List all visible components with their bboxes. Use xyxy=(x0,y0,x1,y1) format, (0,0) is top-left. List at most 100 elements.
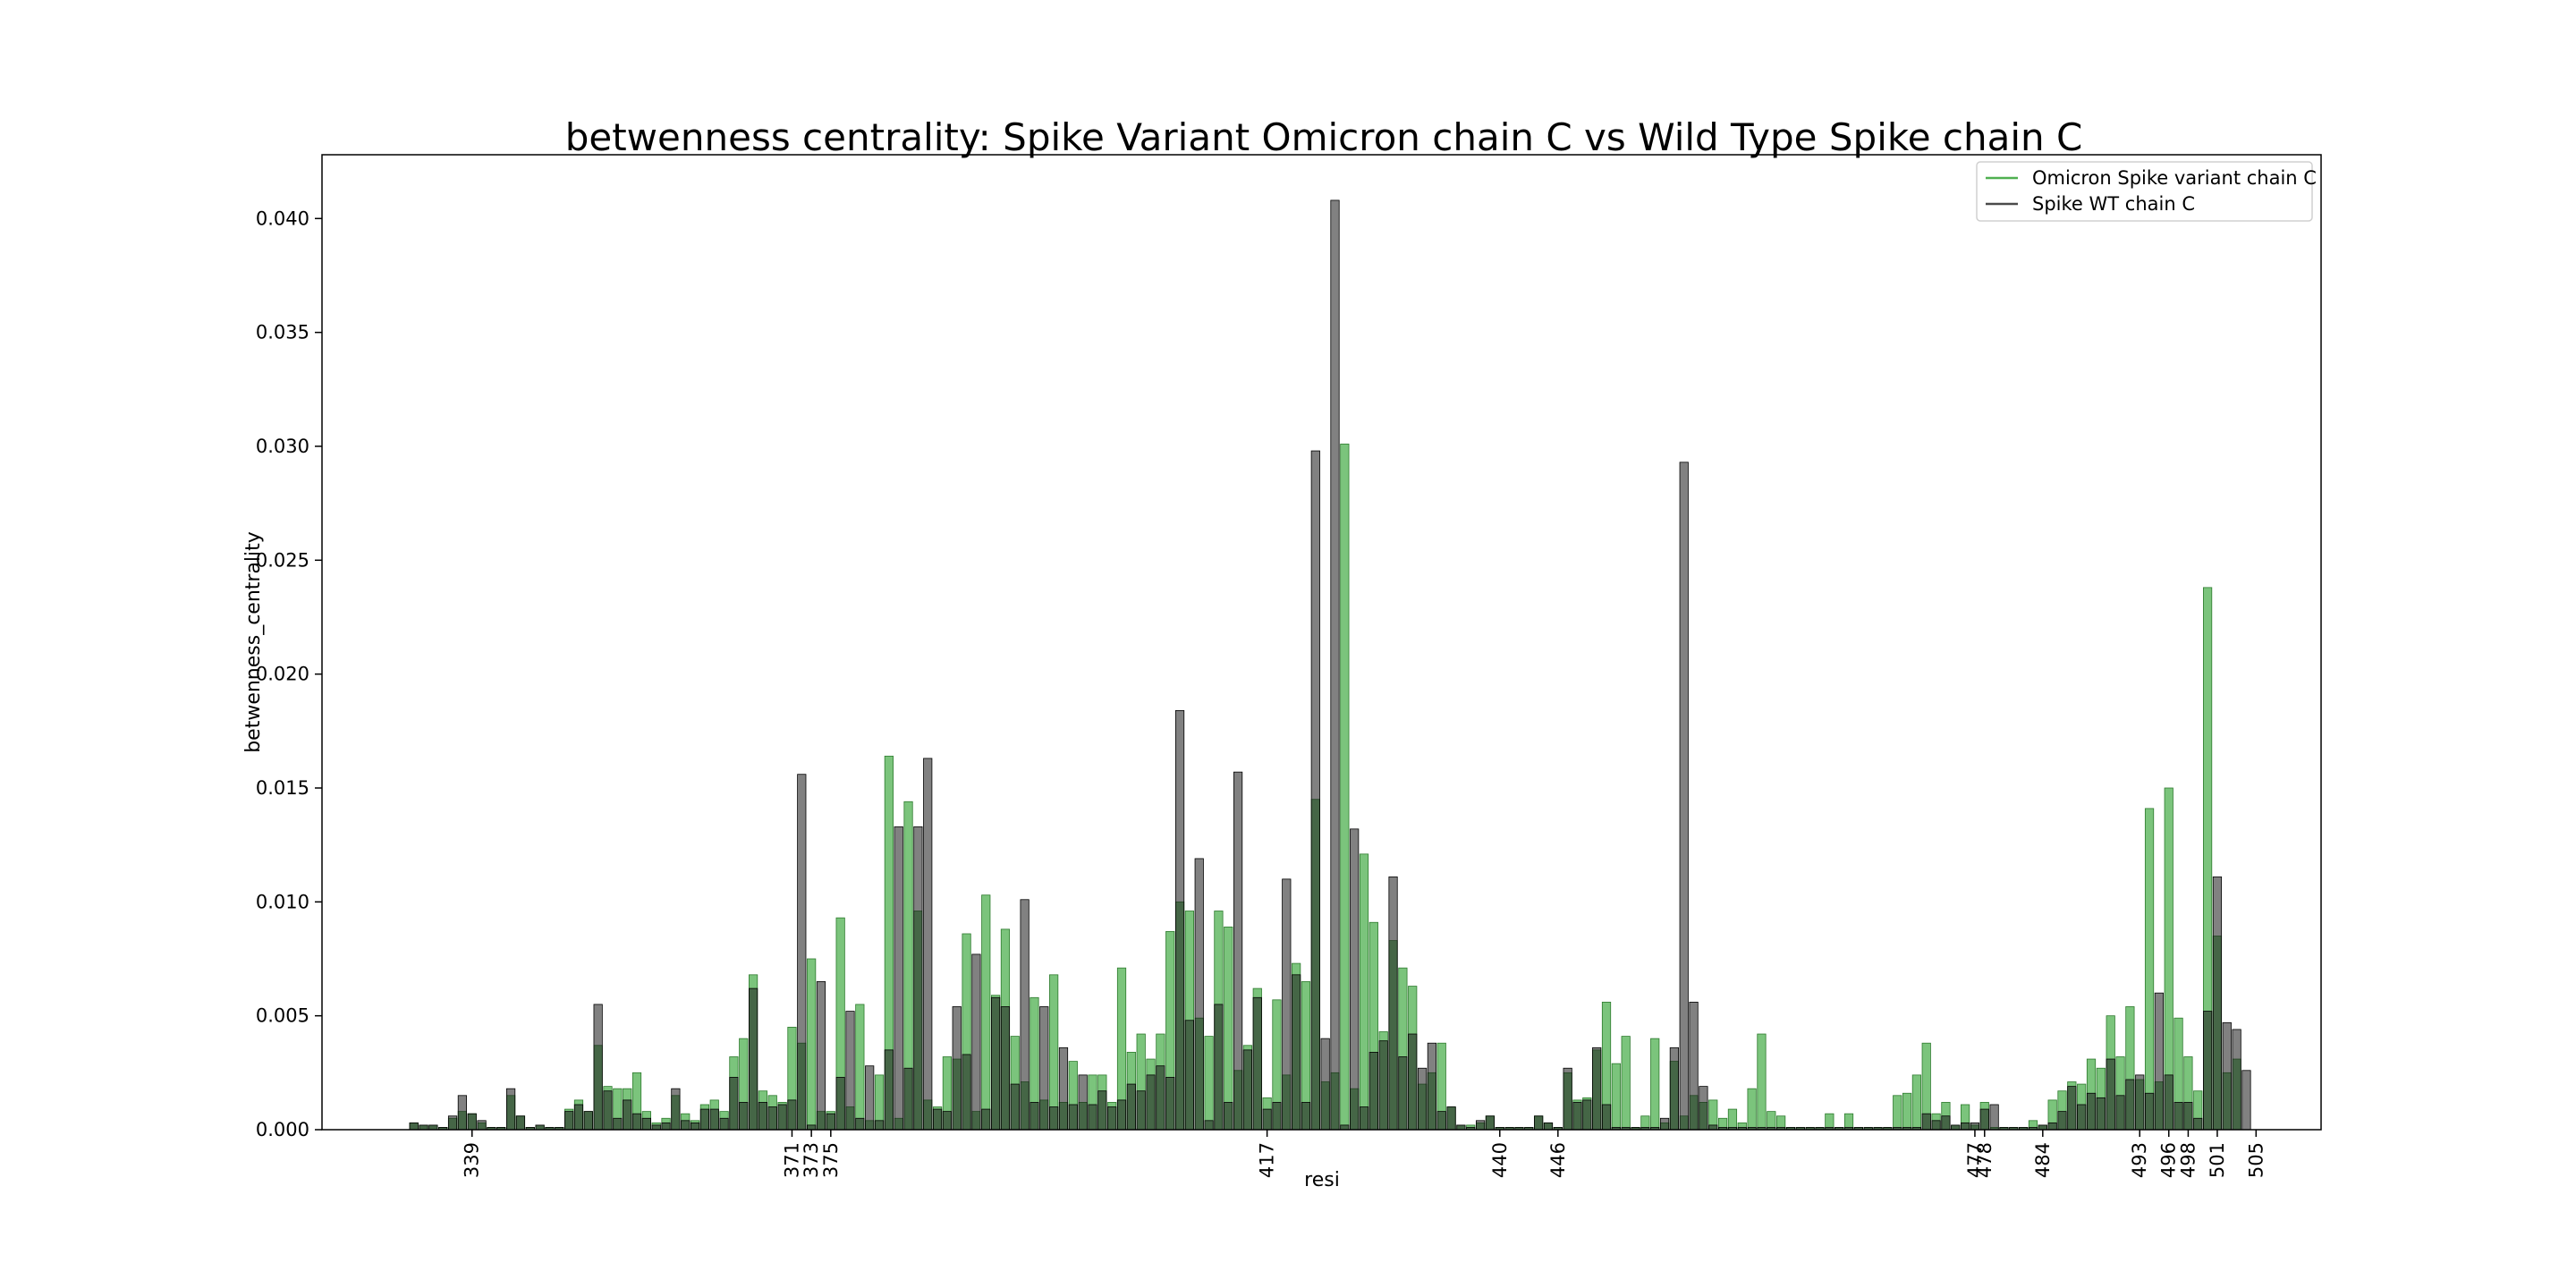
bar-wt xyxy=(583,1111,593,1131)
bar-wt xyxy=(613,1117,623,1131)
bar-wt xyxy=(981,1108,991,1131)
bar-wt xyxy=(1233,771,1243,1131)
bar-wt xyxy=(1378,1040,1388,1131)
bar-omicron xyxy=(1204,1036,1214,1131)
bar-wt xyxy=(719,1117,729,1131)
bar-wt xyxy=(593,1004,603,1131)
bar-wt xyxy=(1398,1056,1408,1131)
bar-wt xyxy=(749,987,758,1131)
bar-wt xyxy=(419,1124,428,1131)
bar-wt xyxy=(2077,1104,2087,1131)
bar-wt xyxy=(651,1124,661,1131)
bar-wt xyxy=(1476,1120,1486,1131)
bar-wt xyxy=(991,996,1001,1131)
bar-wt xyxy=(2241,1070,2251,1131)
bar-wt xyxy=(1408,1033,1418,1131)
bar-wt xyxy=(2057,1111,2067,1131)
y-tick-label: 0.040 xyxy=(256,208,309,229)
bar-wt xyxy=(1979,1108,1989,1131)
bar-wt xyxy=(932,1108,943,1131)
bar-wt xyxy=(903,1067,913,1131)
bar-wt xyxy=(2135,1074,2145,1131)
bar-wt xyxy=(1049,1106,1059,1131)
bar-wt xyxy=(2193,1117,2203,1131)
bar-wt xyxy=(1601,1104,1612,1131)
bar-wt xyxy=(2086,1092,2097,1131)
legend: Omicron Spike variant chain C Spike WT c… xyxy=(1976,161,2317,222)
bar-wt xyxy=(913,826,923,1131)
bar-wt xyxy=(428,1124,438,1131)
bar-wt xyxy=(2232,1029,2241,1131)
y-tick-label: 0.000 xyxy=(256,1119,309,1140)
bar-wt xyxy=(2174,1102,2183,1131)
x-axis-label: resi xyxy=(1304,1169,1340,1191)
legend-label-wt: Spike WT chain C xyxy=(2032,193,2195,215)
bar-omicron xyxy=(1049,974,1059,1131)
bar-wt xyxy=(884,1049,894,1131)
bar-wt xyxy=(1679,462,1689,1131)
bar-wt xyxy=(1708,1124,1718,1131)
bar-wt xyxy=(1224,1102,1233,1131)
bar-wt xyxy=(457,1095,468,1131)
bar-wt xyxy=(1330,199,1340,1131)
bar-wt xyxy=(962,1054,971,1131)
bar-wt xyxy=(1242,1049,1253,1131)
bar-wt xyxy=(1456,1124,1466,1131)
bar-wt xyxy=(1659,1117,1670,1131)
y-tick-label: 0.010 xyxy=(256,891,309,912)
bar-wt xyxy=(623,1099,632,1131)
bar-wt xyxy=(690,1122,700,1131)
bar-wt xyxy=(952,1006,962,1131)
bar-wt xyxy=(1368,1052,1378,1131)
bar-wt xyxy=(1931,1120,1941,1131)
bar-wt xyxy=(1184,1020,1194,1131)
bar-wt xyxy=(1582,1099,1592,1131)
bar-wt xyxy=(1699,1086,1708,1131)
bar-wt xyxy=(603,1090,613,1131)
bar-wt xyxy=(1174,710,1185,1131)
bar-wt xyxy=(2115,1095,2125,1131)
bar-wt xyxy=(1156,1065,1165,1131)
bar-wt xyxy=(1951,1124,1961,1131)
bar-wt xyxy=(2212,876,2223,1131)
bar-omicron xyxy=(1224,926,1233,1131)
bar-wt xyxy=(671,1088,681,1131)
bar-wt xyxy=(661,1122,671,1131)
bar-wt xyxy=(477,1120,487,1131)
bar-wt xyxy=(1146,1074,1156,1131)
bar-wt xyxy=(1350,828,1360,1131)
bar-wt xyxy=(1436,1111,1446,1131)
bar-wt xyxy=(816,981,826,1131)
bar-omicron xyxy=(807,958,817,1131)
bar-wt xyxy=(1446,1106,1456,1131)
x-tick-label: 498 xyxy=(2177,1142,2199,1178)
bar-wt xyxy=(797,774,807,1131)
bar-wt xyxy=(1320,1038,1330,1131)
bar-wt xyxy=(1126,1083,1136,1131)
bar-wt xyxy=(826,1113,835,1131)
y-axis-ticks: 0.000 0.005 0.010 0.015 0.020 0.025 0.030 0.035… xyxy=(256,208,322,1140)
y-axis-label: betwenness_centrality xyxy=(242,531,265,753)
y-tick-label: 0.020 xyxy=(256,664,309,685)
bar-omicron xyxy=(1893,1095,1902,1131)
bar-wt xyxy=(787,1099,797,1131)
bar-omicron xyxy=(1767,1111,1776,1131)
bar-wt xyxy=(1941,1115,1951,1131)
y-tick-label: 0.005 xyxy=(256,1005,309,1027)
bar-wt xyxy=(1088,1104,1097,1131)
bar-wt xyxy=(2096,1097,2106,1131)
bar-wt xyxy=(1262,1108,1272,1131)
x-tick-label: 440 xyxy=(1489,1142,1511,1178)
bar-wt xyxy=(2067,1086,2077,1131)
bar-wt xyxy=(1136,1090,1146,1131)
bar-wt xyxy=(1252,996,1262,1131)
bar-wt xyxy=(1097,1090,1107,1131)
bar-wt xyxy=(1194,858,1204,1131)
bar-wt xyxy=(1214,1004,1224,1131)
bar-wt xyxy=(1592,1046,1602,1131)
bar-wt xyxy=(2222,1021,2232,1131)
bar-wt xyxy=(923,758,933,1131)
bar-wt xyxy=(1107,1106,1117,1131)
bar-omicron xyxy=(2144,808,2155,1131)
